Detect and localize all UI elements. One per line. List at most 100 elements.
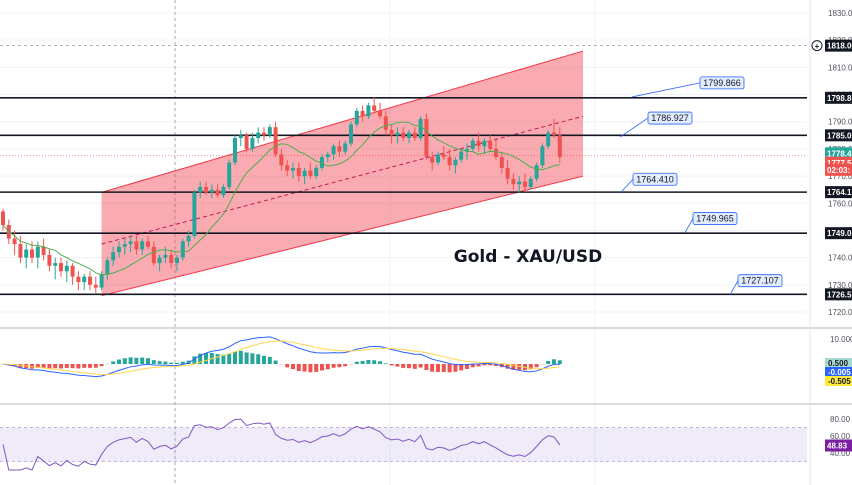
candle-body (528, 178, 533, 187)
candle-body (117, 246, 121, 253)
macd-histogram-bar (314, 364, 319, 372)
macd-histogram-bar (360, 361, 365, 364)
price-tag (825, 129, 852, 142)
candle-body (453, 159, 458, 166)
macd-histogram-bar (18, 364, 23, 368)
candle-body (82, 276, 87, 283)
macd-histogram-bar (105, 363, 110, 365)
price-tick-label: 1790.00 (828, 118, 852, 127)
candle-body (24, 249, 29, 258)
macd-histogram-bar (424, 364, 429, 370)
callout-box (692, 212, 738, 225)
macd-histogram-bar (151, 360, 156, 364)
candle-body (169, 254, 174, 264)
candlesticks (1, 97, 562, 293)
price-tag-text: 02:03: (827, 166, 850, 175)
candle-body (291, 167, 295, 171)
macd-histogram-bar (111, 361, 116, 364)
macd-histogram-bar (557, 360, 562, 364)
macd-histogram-bar (244, 352, 249, 364)
candle-body (383, 116, 388, 130)
candle-body (221, 186, 226, 196)
macd-value-tag-text: -0.005 (828, 368, 851, 377)
price-tag (825, 163, 852, 176)
candle-body (122, 244, 127, 247)
macd-histogram-bar (296, 364, 301, 371)
macd-histogram-bar (134, 357, 139, 364)
macd-histogram-bar (302, 364, 307, 372)
macd-histogram-bar (354, 361, 359, 364)
macd-histogram-bar (534, 364, 539, 368)
candle-body (331, 146, 336, 155)
macd-histogram-bar (157, 361, 162, 364)
candle-body (209, 189, 214, 193)
callout-leader (631, 82, 701, 98)
candle-body (151, 246, 156, 264)
macd-histogram-bar (204, 353, 208, 364)
rsi-line (2, 418, 561, 471)
candle-body (470, 140, 475, 149)
candle-body (273, 127, 278, 155)
candle-body (76, 276, 81, 283)
chart-title: Gold - XAU/USD (454, 247, 602, 267)
price-axis[interactable]: 1830.001820.001810.001800.001790.001780.… (811, 9, 852, 458)
macd-histogram-bar (482, 364, 487, 366)
rsi-tick-label: 40.00 (830, 449, 851, 458)
candle-body (540, 146, 545, 166)
candle-body (140, 241, 145, 250)
price-tag-text: 1764.1 (827, 188, 852, 197)
macd-histogram-bar (192, 356, 197, 364)
macd-histogram-bar (59, 364, 63, 369)
macd-line (2, 336, 560, 378)
price-tag-text: 1726.5 (827, 290, 852, 299)
price-tag (825, 288, 852, 301)
candle-body (308, 170, 313, 177)
macd-histogram-bar (436, 364, 440, 372)
candle-body (418, 119, 423, 139)
candle-body (215, 189, 220, 196)
macd-histogram-bar (494, 364, 498, 366)
candle-body (238, 135, 243, 139)
candle-body (401, 132, 406, 139)
candle-body (267, 127, 272, 136)
candle-body (262, 132, 266, 136)
macd-histogram-bar (64, 364, 69, 368)
rsi-tick-label: 80.00 (830, 415, 851, 424)
candle-body (111, 252, 116, 261)
candle-body (447, 157, 452, 166)
price-tag (825, 91, 852, 104)
price-tick-label: 1760.00 (828, 199, 852, 208)
candle-body (517, 181, 522, 185)
macd-histogram-bar (331, 364, 336, 368)
candle-body (285, 165, 290, 171)
candle-body (378, 110, 382, 117)
callout-box (699, 76, 745, 90)
macd-histogram-bar (447, 364, 452, 373)
candle-body (12, 238, 17, 245)
macd-histogram-bar (418, 364, 423, 368)
candle-body (53, 263, 58, 266)
macd-histogram-bar (122, 358, 127, 364)
candle-body (70, 265, 75, 277)
candle-body (325, 154, 330, 158)
callout-leader (729, 280, 739, 295)
price-tag-text: 1749.0 (827, 229, 852, 238)
macd-histogram-bar (47, 364, 52, 369)
macd-histogram-bar (285, 364, 290, 368)
macd-histogram-bar (511, 364, 516, 370)
candle-body (192, 192, 197, 236)
callout-leader (619, 117, 649, 138)
price-tag (825, 147, 852, 160)
callout-label: 1799.866 (703, 78, 741, 88)
candle-body (499, 157, 504, 168)
price-tag (825, 227, 852, 240)
macd-value-tag-text: 0.500 (828, 359, 849, 368)
macd-histogram-bar (117, 359, 121, 364)
price-tag-text: 1777.5 (827, 159, 852, 168)
callout-box (647, 111, 693, 125)
price-tick-label: 1770.00 (828, 172, 852, 181)
macd-histogram-bar (453, 364, 458, 372)
macd-histogram-bar (41, 364, 46, 368)
candle-body (30, 249, 34, 258)
